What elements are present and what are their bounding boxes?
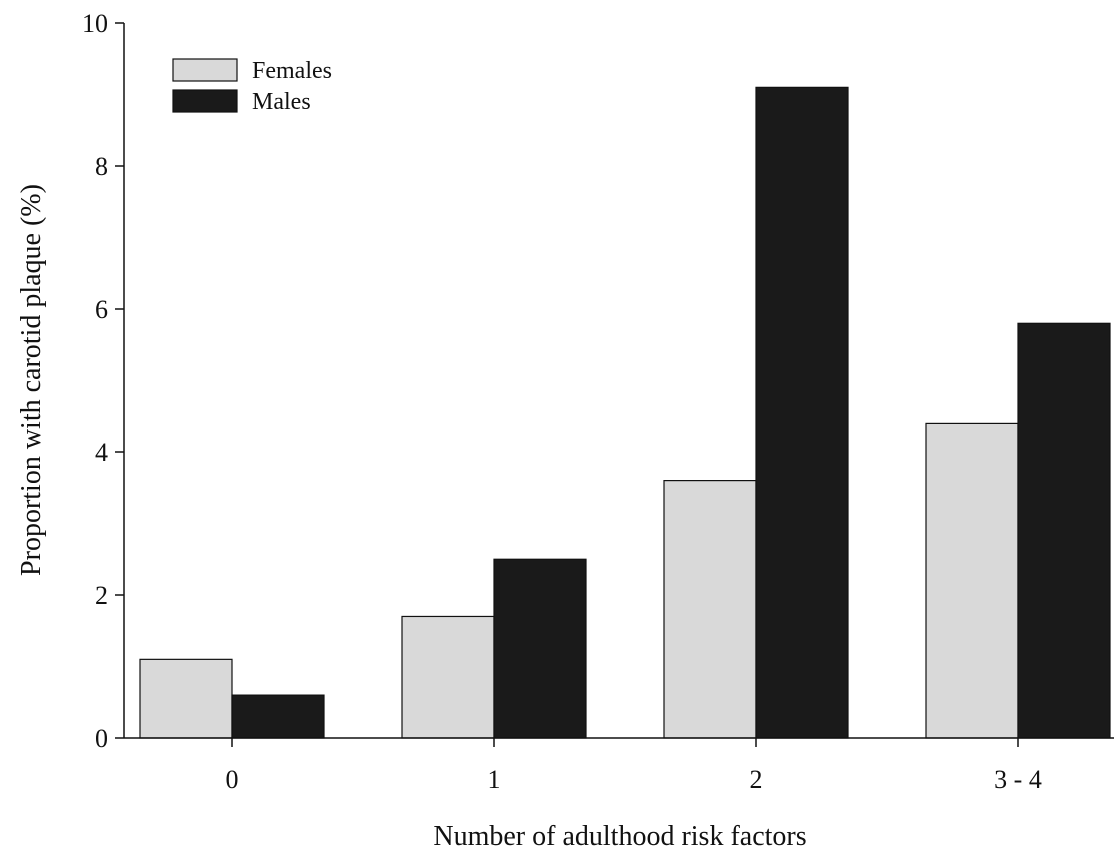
bar-females-0 — [139, 658, 233, 739]
legend-swatch-females — [172, 58, 238, 82]
axes-group: 0 2 4 6 8 10 0 1 2 3 - 4 — [82, 9, 1114, 794]
legend-label-females: Females — [252, 58, 332, 84]
bar-males-3 — [1017, 322, 1111, 739]
legend-label-males: Males — [252, 89, 311, 115]
bar-females-1 — [401, 615, 495, 739]
bar-females-2 — [663, 480, 757, 739]
y-axis-title: Proportion with carotid plaque (%) — [16, 184, 47, 576]
x-tick-label: 2 — [750, 765, 763, 794]
y-tick-label: 2 — [95, 581, 108, 610]
x-tick-label: 3 - 4 — [994, 765, 1042, 794]
bar-males-1 — [493, 558, 587, 739]
y-tick-label: 0 — [95, 724, 108, 753]
x-tick-label: 1 — [488, 765, 501, 794]
x-axis-title: Number of adulthood risk factors — [433, 821, 806, 852]
bars-group — [139, 86, 1111, 739]
bar-males-2 — [755, 86, 849, 739]
legend-swatch-males — [172, 89, 238, 113]
y-tick-label: 6 — [95, 295, 108, 324]
bar-females-3 — [925, 422, 1019, 739]
y-tick-label: 10 — [82, 9, 108, 38]
bar-males-0 — [231, 694, 325, 739]
y-tick-label: 8 — [95, 152, 108, 181]
x-tick-label: 0 — [226, 765, 239, 794]
legend: Females Males — [172, 58, 332, 115]
y-tick-label: 4 — [95, 438, 108, 467]
